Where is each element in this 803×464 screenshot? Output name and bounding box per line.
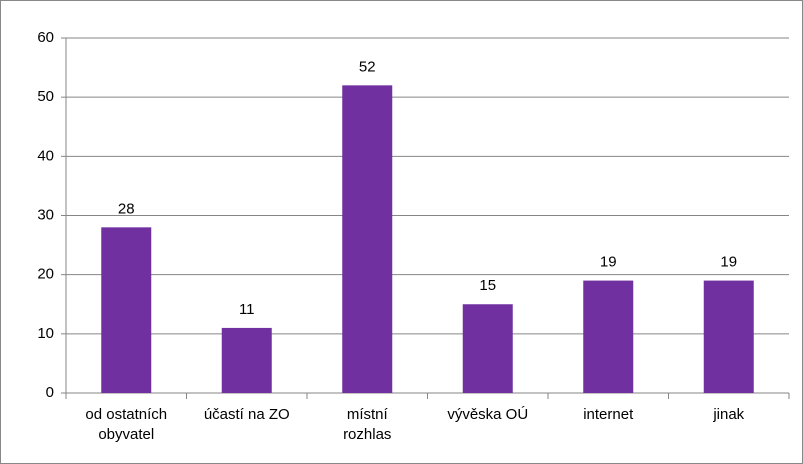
data-label: 28 <box>118 200 135 217</box>
bar <box>462 304 513 393</box>
y-tick-label: 40 <box>37 147 54 164</box>
y-tick-label: 10 <box>37 325 54 342</box>
y-tick-label: 30 <box>37 206 54 223</box>
y-tick-label: 50 <box>37 88 54 105</box>
data-label: 52 <box>359 58 376 75</box>
bar <box>101 227 152 393</box>
x-tick-label: účastí na ZO <box>203 406 290 423</box>
data-label: 15 <box>479 277 496 294</box>
x-tick-label: místní rozhlas <box>343 406 392 443</box>
x-tick-label: jinak <box>713 406 745 423</box>
data-label: 11 <box>239 301 255 318</box>
data-label: 19 <box>600 254 617 271</box>
bar <box>703 280 754 393</box>
bar <box>221 327 272 393</box>
data-label: 19 <box>720 254 737 271</box>
x-tick-label: vývěska OÚ <box>447 406 529 423</box>
bar <box>342 85 393 393</box>
y-tick-label: 20 <box>37 266 54 283</box>
bar <box>583 280 634 393</box>
x-tick-label: od ostatních obyvatel <box>85 406 168 443</box>
x-tick-label: internet <box>583 406 634 423</box>
y-tick-label: 0 <box>46 384 54 401</box>
y-tick-label: 60 <box>37 29 54 46</box>
